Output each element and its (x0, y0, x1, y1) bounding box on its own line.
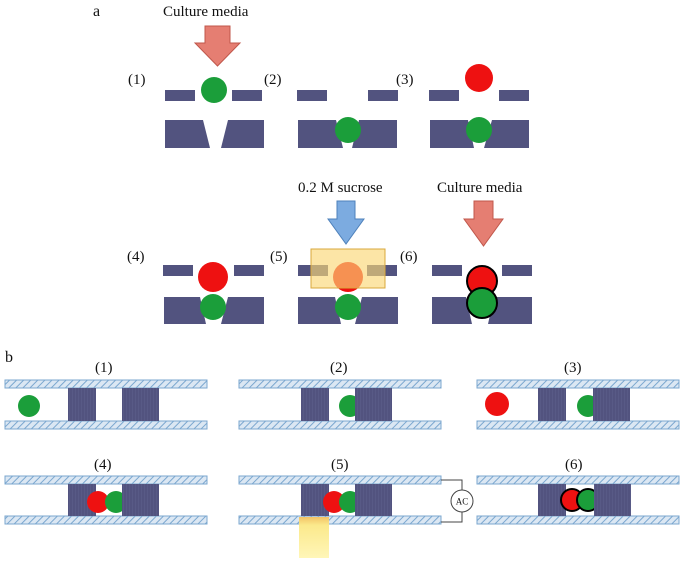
green-cell (335, 117, 361, 143)
ac-label: AC (456, 497, 469, 507)
sucrose-solution-box (310, 248, 386, 289)
green-cell (466, 287, 498, 319)
green-cell (335, 294, 361, 320)
a-step-6-label: (6) (400, 249, 418, 265)
b-unit-6 (476, 475, 680, 525)
right-arrow-label: Culture media (437, 180, 523, 196)
b-unit-4 (4, 475, 208, 525)
a-unit-4 (163, 262, 264, 324)
b-unit-2 (238, 379, 442, 430)
b-step-4-label: (4) (94, 457, 112, 473)
red-cell (198, 262, 228, 292)
green-cell (201, 77, 227, 103)
green-cell (18, 395, 40, 417)
sucrose-arrow (327, 200, 365, 245)
red-cell (485, 392, 509, 416)
b-step-2-label: (2) (330, 360, 348, 376)
sucrose-label: 0.2 M sucrose (298, 180, 383, 196)
a-step-5-label: (5) (270, 249, 288, 265)
b-step-5-label: (5) (331, 457, 349, 473)
a-unit-1 (165, 77, 264, 148)
red-cell (465, 64, 493, 92)
a-unit-6 (432, 265, 532, 324)
culture-media-arrow-1 (193, 25, 242, 67)
a-step-4-label: (4) (127, 249, 145, 265)
a-unit-3 (429, 64, 529, 148)
panel-b-letter: b (5, 349, 13, 366)
a-step-1-label: (1) (128, 72, 146, 88)
b-unit-5: AC (238, 475, 474, 558)
a-unit-5 (298, 248, 398, 324)
b-step-6-label: (6) (565, 457, 583, 473)
red-cell (87, 491, 109, 513)
b-unit-1 (4, 379, 208, 430)
green-cell (105, 491, 127, 513)
a-step-2-label: (2) (264, 72, 282, 88)
top-arrow-label: Culture media (163, 4, 249, 20)
b-step-1-label: (1) (95, 360, 113, 376)
b-unit-3 (476, 379, 680, 430)
green-cell (200, 294, 226, 320)
a-unit-2 (297, 90, 398, 148)
a-step-3-label: (3) (396, 72, 414, 88)
ac-source (450, 489, 474, 513)
culture-media-arrow-2 (463, 200, 504, 247)
sucrose-inlet (299, 517, 329, 558)
b-step-3-label: (3) (564, 360, 582, 376)
panel-a-letter: a (93, 3, 100, 20)
green-cell (466, 117, 492, 143)
red-cell (323, 491, 345, 513)
